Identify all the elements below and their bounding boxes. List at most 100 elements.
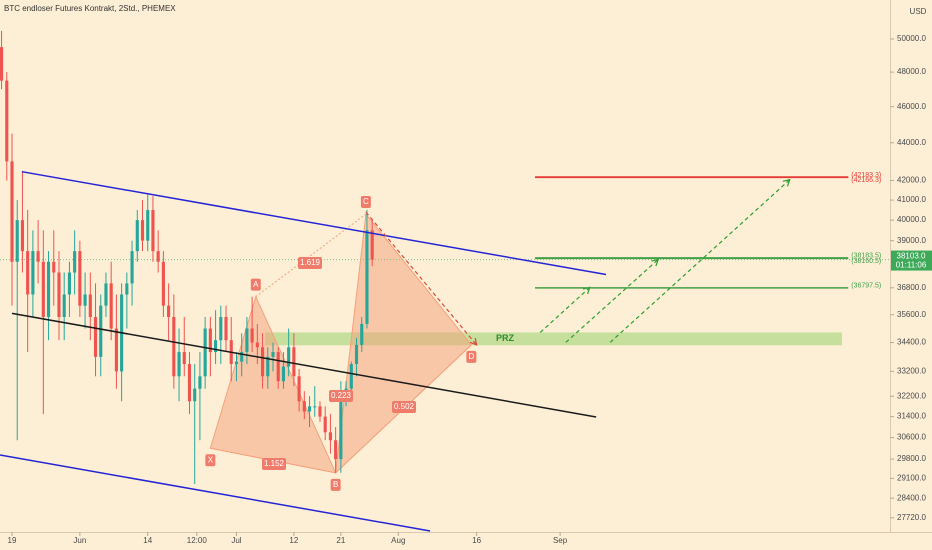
y-tick-label: 41000.0: [897, 195, 926, 204]
y-tick-label: 48000.0: [897, 67, 926, 76]
last-price-box: [891, 250, 932, 271]
candle-body: [193, 388, 197, 402]
currency: USD: [910, 7, 927, 16]
pattern-point-box: [360, 196, 371, 209]
candle-body: [109, 283, 113, 329]
candle-body: [245, 328, 249, 353]
level-label: (42166.3): [851, 177, 881, 184]
candle-body: [161, 261, 165, 306]
x-tick-label: 16: [472, 536, 481, 545]
level-label: (38183.5): [851, 253, 881, 260]
candle-body: [187, 364, 192, 402]
ratio-box: [392, 401, 416, 413]
y-tick-label: 32200.0: [897, 391, 926, 400]
pattern-point-label: X: [208, 455, 214, 464]
candle-body: [219, 317, 223, 341]
y-tick-label: 29800.0: [897, 454, 926, 463]
y-tick-label: 50000.0: [897, 34, 926, 43]
ratio-label: 1.619: [300, 258, 321, 267]
candle-body: [287, 347, 291, 367]
y-tick-label: 30600.0: [897, 433, 926, 442]
candle-body: [125, 283, 129, 295]
candle-body: [271, 352, 275, 357]
chart-title: BTC endloser Futures Kontrakt, 2Std., PH…: [4, 4, 176, 13]
candle-body: [78, 251, 82, 306]
ratio-label: 1.152: [264, 459, 285, 468]
candle-body: [334, 440, 338, 460]
x-tick-label: Jul: [231, 536, 241, 545]
x-tick-label: Jun: [73, 536, 86, 545]
candle-body: [240, 352, 244, 362]
candle-body: [182, 352, 186, 365]
level-label: (38160.5): [851, 258, 881, 265]
countdown: 01:11:06: [896, 261, 927, 270]
candle-body: [62, 294, 66, 318]
candle-body: [57, 272, 61, 318]
candle-body: [99, 305, 103, 357]
trend-line: [11, 312, 597, 418]
candle-body: [266, 356, 270, 377]
candle-body: [328, 432, 332, 441]
candle-body: [67, 272, 71, 295]
candle-body: [146, 210, 150, 241]
x-tick-label: 12:00: [187, 536, 208, 545]
candle-body: [365, 230, 369, 324]
candle-body: [292, 347, 296, 377]
candle-body: [20, 220, 25, 252]
arrow-head: [469, 337, 478, 346]
candle-body: [151, 210, 155, 252]
pattern-point-box: [205, 454, 216, 467]
y-tick-label: 28400.0: [897, 493, 926, 502]
ratio-box: [262, 458, 286, 470]
y-tick-label: 46000.0: [897, 102, 926, 111]
y-tick-label: 36800.0: [897, 283, 926, 292]
candle-body: [0, 47, 4, 81]
pattern-point-box: [466, 350, 477, 363]
pattern-point-label: C: [363, 197, 369, 206]
candle-body: [114, 328, 118, 372]
candle-body: [15, 220, 19, 262]
y-tick-label: 39000.0: [897, 236, 926, 245]
y-tick-label: 40000.0: [897, 215, 926, 224]
level-label: (42183.3): [851, 172, 881, 179]
candle-body: [302, 401, 306, 412]
candle-body: [36, 251, 40, 262]
dashed-arrow: [365, 211, 478, 346]
candle-body: [297, 376, 301, 402]
pattern-point-box: [250, 278, 261, 291]
candle-body: [255, 342, 259, 348]
pattern-point-box: [330, 478, 341, 491]
candle-body: [130, 251, 134, 284]
candle-body: [198, 376, 202, 389]
ratio-label: 0.223: [331, 391, 352, 400]
last-price-label: 38103.0: [897, 252, 926, 261]
x-tick-label: 14: [143, 536, 152, 545]
candle-body: [156, 251, 160, 262]
x-tick-label: 12: [289, 536, 298, 545]
dashed-arrow: [609, 179, 791, 343]
ratio-box: [298, 257, 322, 269]
x-tick-label: Sep: [553, 536, 568, 545]
candle-body: [41, 261, 45, 318]
y-tick-label: 42000.0: [897, 176, 926, 185]
pattern-point-label: D: [468, 352, 474, 361]
candle-body: [140, 220, 145, 241]
x-tick-label: Aug: [391, 536, 405, 545]
x-tick-label: 21: [336, 536, 345, 545]
candle-body: [370, 230, 374, 260]
candle-body: [172, 317, 176, 377]
x-tick-label: 19: [8, 536, 17, 545]
y-tick-label: 31400.0: [897, 412, 926, 421]
candle-body: [52, 261, 56, 273]
candle-body: [323, 416, 327, 433]
candle-body: [224, 317, 228, 341]
candle-body: [281, 366, 286, 382]
candle-body: [5, 80, 9, 162]
y-tick-label: 29100.0: [897, 473, 926, 482]
candle-body: [260, 347, 265, 377]
candle-body: [349, 364, 353, 389]
y-tick-label: 34400.0: [897, 338, 926, 347]
